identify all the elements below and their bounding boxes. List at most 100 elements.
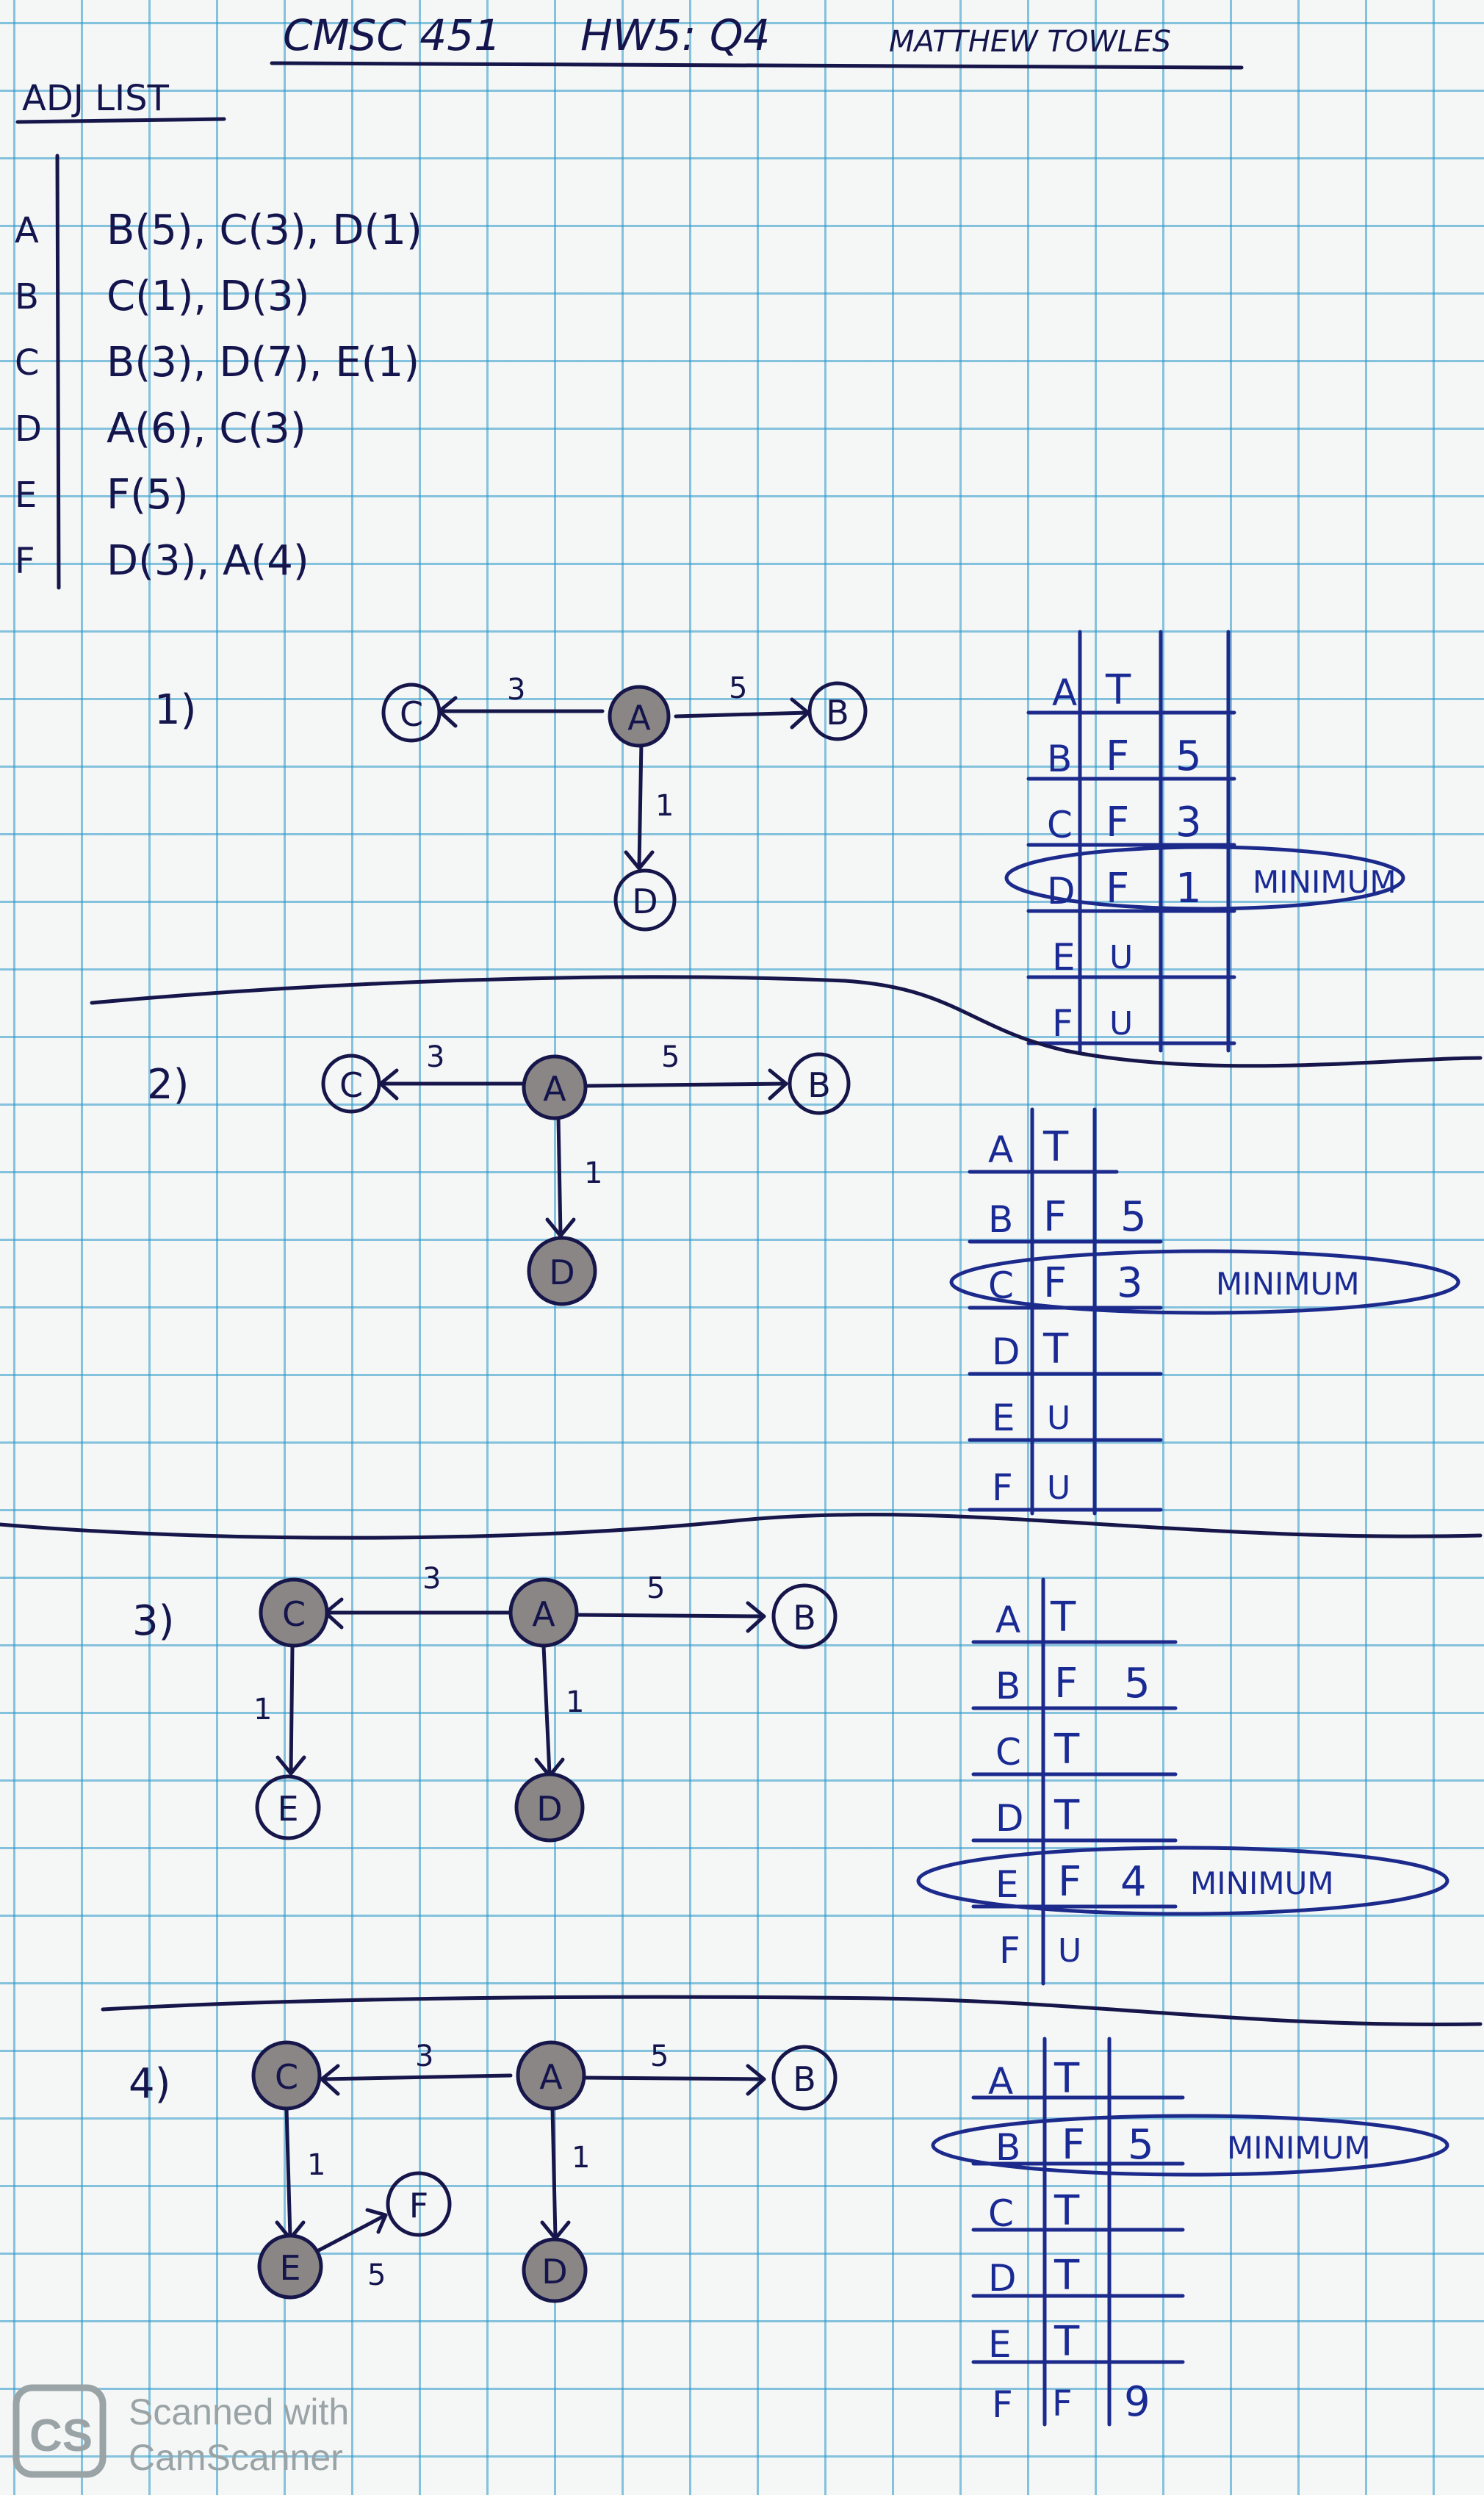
section-divider: [0, 1513, 1483, 1540]
camscanner-watermark: CS Scanned with CamScanner: [12, 2384, 349, 2478]
node-label: B: [793, 1598, 816, 1638]
table-cell: U: [1058, 1932, 1081, 1970]
table-cell: F: [1058, 1858, 1081, 1906]
table-cell: B: [1047, 738, 1072, 780]
graph-edge: [674, 710, 810, 719]
table-cell: F: [1106, 799, 1129, 846]
section-divider: [90, 975, 1483, 1068]
graph-edge: [550, 2106, 558, 2239]
node-label: E: [277, 1789, 298, 1829]
edge-weight: 3: [426, 1040, 444, 1074]
table-cell: B: [988, 1198, 1013, 1241]
adjacency-title-underline: [15, 117, 226, 124]
graph-node-e: [255, 1774, 321, 1840]
table-cell: T: [1105, 666, 1131, 714]
table-cell: B: [995, 2126, 1020, 2169]
table-cell: 5: [1120, 1193, 1147, 1241]
watermark-line1: Scanned with: [129, 2391, 349, 2433]
table-row-lines: [1026, 710, 1236, 1045]
table-cell: T: [1053, 2318, 1080, 2366]
adjacency-node-e: E: [15, 475, 37, 516]
header-underline: [270, 61, 1244, 70]
graph-node-b: [771, 2045, 838, 2111]
camscanner-logo: [12, 2384, 107, 2478]
graph-node-e: [257, 2233, 323, 2300]
header-author: MATTHEW TOWLES: [889, 25, 1171, 59]
table-cell: 5: [1128, 2121, 1154, 2169]
graph-node-a: [516, 2040, 586, 2111]
minimum-label: MINIMUM: [1253, 864, 1397, 900]
step-label: 3): [132, 1597, 174, 1645]
graph-node-d: [527, 1236, 597, 1306]
table-row-lines: [971, 2095, 1185, 2364]
graph-edge: [571, 1613, 766, 1619]
minimum-circle: [931, 2114, 1449, 2177]
table-cell: 5: [1175, 732, 1202, 780]
step-1: 1) 3 5 1 C A B D A T B F 5 C F 3 D: [154, 630, 1405, 1053]
edge-weight: 1: [572, 2141, 590, 2175]
node-label: B: [793, 2059, 816, 2099]
step-3: 3) 3 5 1 1 C A B E D A T B F 5 C: [132, 1562, 1449, 1986]
step-2: 2) 3 5 1 C A B D A T B F 5 C F 3 D T: [147, 1040, 1460, 1516]
table-cell: T: [1042, 1325, 1069, 1373]
table-cell: A: [988, 1128, 1013, 1171]
graph-node-b: [771, 1583, 838, 1649]
graph-edge: [586, 1081, 788, 1088]
graph-edge: [289, 1643, 295, 1774]
table-cell: U: [1109, 1005, 1133, 1043]
table-cell: F: [1043, 1193, 1067, 1241]
table-cell: 3: [1117, 1259, 1143, 1307]
graph-edge: [284, 2106, 292, 2239]
table-row-lines: [971, 1640, 1178, 1909]
table-cell: A: [995, 1599, 1020, 1641]
table-cell: T: [1053, 1726, 1080, 1774]
graph-node-c: [381, 683, 442, 743]
status-table: A T B F 5 C F 3 D T E U F U MINIMUM: [949, 1107, 1460, 1516]
arrowhead: [545, 1217, 576, 1238]
edge-weight: 5: [650, 2039, 669, 2073]
graph-node-f: [386, 2171, 452, 2237]
arrowhead: [624, 850, 655, 871]
step-4: 4) 3 5 1 1 5 C A B F E D A T B: [129, 2037, 1449, 2427]
adjacency-node-d: D: [15, 408, 42, 450]
graph-node-c: [259, 1577, 329, 1648]
minimum-label: MINIMUM: [1190, 1865, 1334, 1901]
table-cell: E: [1052, 936, 1076, 979]
graph-edge: [582, 2075, 766, 2081]
table-cell: F: [992, 2383, 1013, 2426]
graph-edge: [556, 1115, 563, 1236]
adjacency-edges-c: B(3), D(7), E(1): [107, 339, 419, 386]
status-table: A T B F 5 C F 3 D F 1 E U F U MINIMUM: [1004, 630, 1405, 1053]
arrowhead: [275, 1755, 306, 1776]
node-label: D: [632, 882, 658, 921]
edge-weight: 1: [655, 789, 674, 823]
arrowhead: [746, 1601, 766, 1633]
status-table: A T B F 5 C T D T E T F F 9 MINIMUM: [931, 2037, 1449, 2427]
table-cell: T: [1053, 2252, 1080, 2300]
node-label: F: [409, 2186, 428, 2225]
node-label: A: [532, 1594, 555, 1634]
table-cell: D: [988, 2257, 1017, 2300]
table-cell: F: [1043, 1259, 1067, 1307]
minimum-label: MINIMUM: [1227, 2130, 1371, 2166]
arrowhead: [365, 2208, 388, 2234]
node-label: D: [549, 1253, 574, 1292]
graph-edge: [321, 2073, 513, 2081]
minimum-circle: [949, 1249, 1460, 1315]
table-cell: D: [995, 1797, 1024, 1840]
table-cell: T: [1042, 1123, 1069, 1171]
adjacency-edges-f: D(3), A(4): [107, 537, 309, 585]
graph-edge: [541, 1643, 552, 1776]
node-label: C: [400, 694, 423, 734]
page-header: CMSC 451 HW5: Q4 MATTHEW TOWLES: [270, 10, 1244, 70]
table-column-lines: [1078, 630, 1231, 1053]
graph-node-d: [522, 2237, 588, 2303]
table-cell: 5: [1124, 1660, 1150, 1707]
table-cell: F: [1062, 2121, 1085, 2169]
table-cell: A: [1052, 672, 1077, 714]
table-cell: C: [1047, 804, 1073, 846]
watermark-line2: CamScanner: [129, 2437, 343, 2478]
node-label: A: [543, 1069, 566, 1109]
step-label: 1): [154, 686, 196, 734]
